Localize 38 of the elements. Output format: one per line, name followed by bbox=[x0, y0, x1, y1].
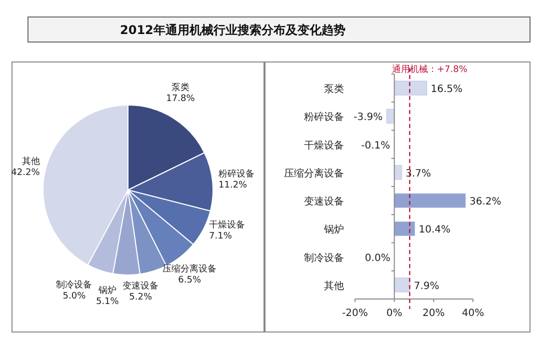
slice-label: 其他 bbox=[22, 156, 40, 167]
y-tick-label: 锅炉 bbox=[323, 224, 344, 236]
y-tick-label: 变速设备 bbox=[304, 196, 344, 208]
slice-label: 变速设备 bbox=[122, 280, 159, 292]
chart-title: 2012年通用机械行业搜索分布及变化趋势 bbox=[120, 23, 346, 37]
data-label: 42.2% bbox=[11, 168, 40, 178]
data-label: 3.7% bbox=[406, 168, 432, 180]
y-tick-label: 粉碎设备 bbox=[304, 111, 344, 124]
slice-label: 锅炉 bbox=[97, 284, 116, 296]
x-tick-label: -20% bbox=[342, 308, 368, 319]
data-label: 10.4% bbox=[418, 224, 451, 236]
y-tick-label: 压缩分离设备 bbox=[284, 167, 344, 180]
data-label: 36.2% bbox=[470, 196, 502, 208]
data-label: 5.1% bbox=[96, 296, 120, 307]
data-label: 7.1% bbox=[209, 231, 232, 242]
y-tick-label: 其他 bbox=[324, 280, 344, 292]
data-label: -0.1% bbox=[361, 140, 390, 152]
x-tick-label: 20% bbox=[422, 308, 445, 319]
y-tick-label: 泵类 bbox=[324, 83, 344, 96]
slice-label: 压缩分离设备 bbox=[162, 264, 217, 274]
x-tick-label: 0% bbox=[386, 308, 402, 319]
slice-label: 泵类 bbox=[171, 82, 190, 94]
data-label: 7.9% bbox=[414, 280, 440, 292]
data-label: 11.2% bbox=[218, 180, 248, 191]
data-label: 6.5% bbox=[178, 276, 202, 286]
y-tick-label: 制冷设备 bbox=[304, 252, 344, 264]
y-tick-label: 干燥设备 bbox=[304, 139, 344, 152]
data-label: 5.2% bbox=[129, 292, 152, 302]
data-label: 5.0% bbox=[62, 291, 86, 302]
ref-line-label: 通用机械：+7.8% bbox=[392, 64, 468, 75]
data-label: 0.0% bbox=[364, 252, 390, 264]
data-label: 16.5% bbox=[430, 84, 463, 96]
slice-label: 制冷设备 bbox=[56, 279, 92, 290]
x-tick-label: 40% bbox=[462, 308, 484, 319]
slice-label: 干燥设备 bbox=[209, 219, 246, 230]
data-label: -3.9% bbox=[354, 112, 383, 124]
slice-label: 粉碎设备 bbox=[218, 168, 255, 180]
data-label: 17.8% bbox=[166, 94, 196, 104]
